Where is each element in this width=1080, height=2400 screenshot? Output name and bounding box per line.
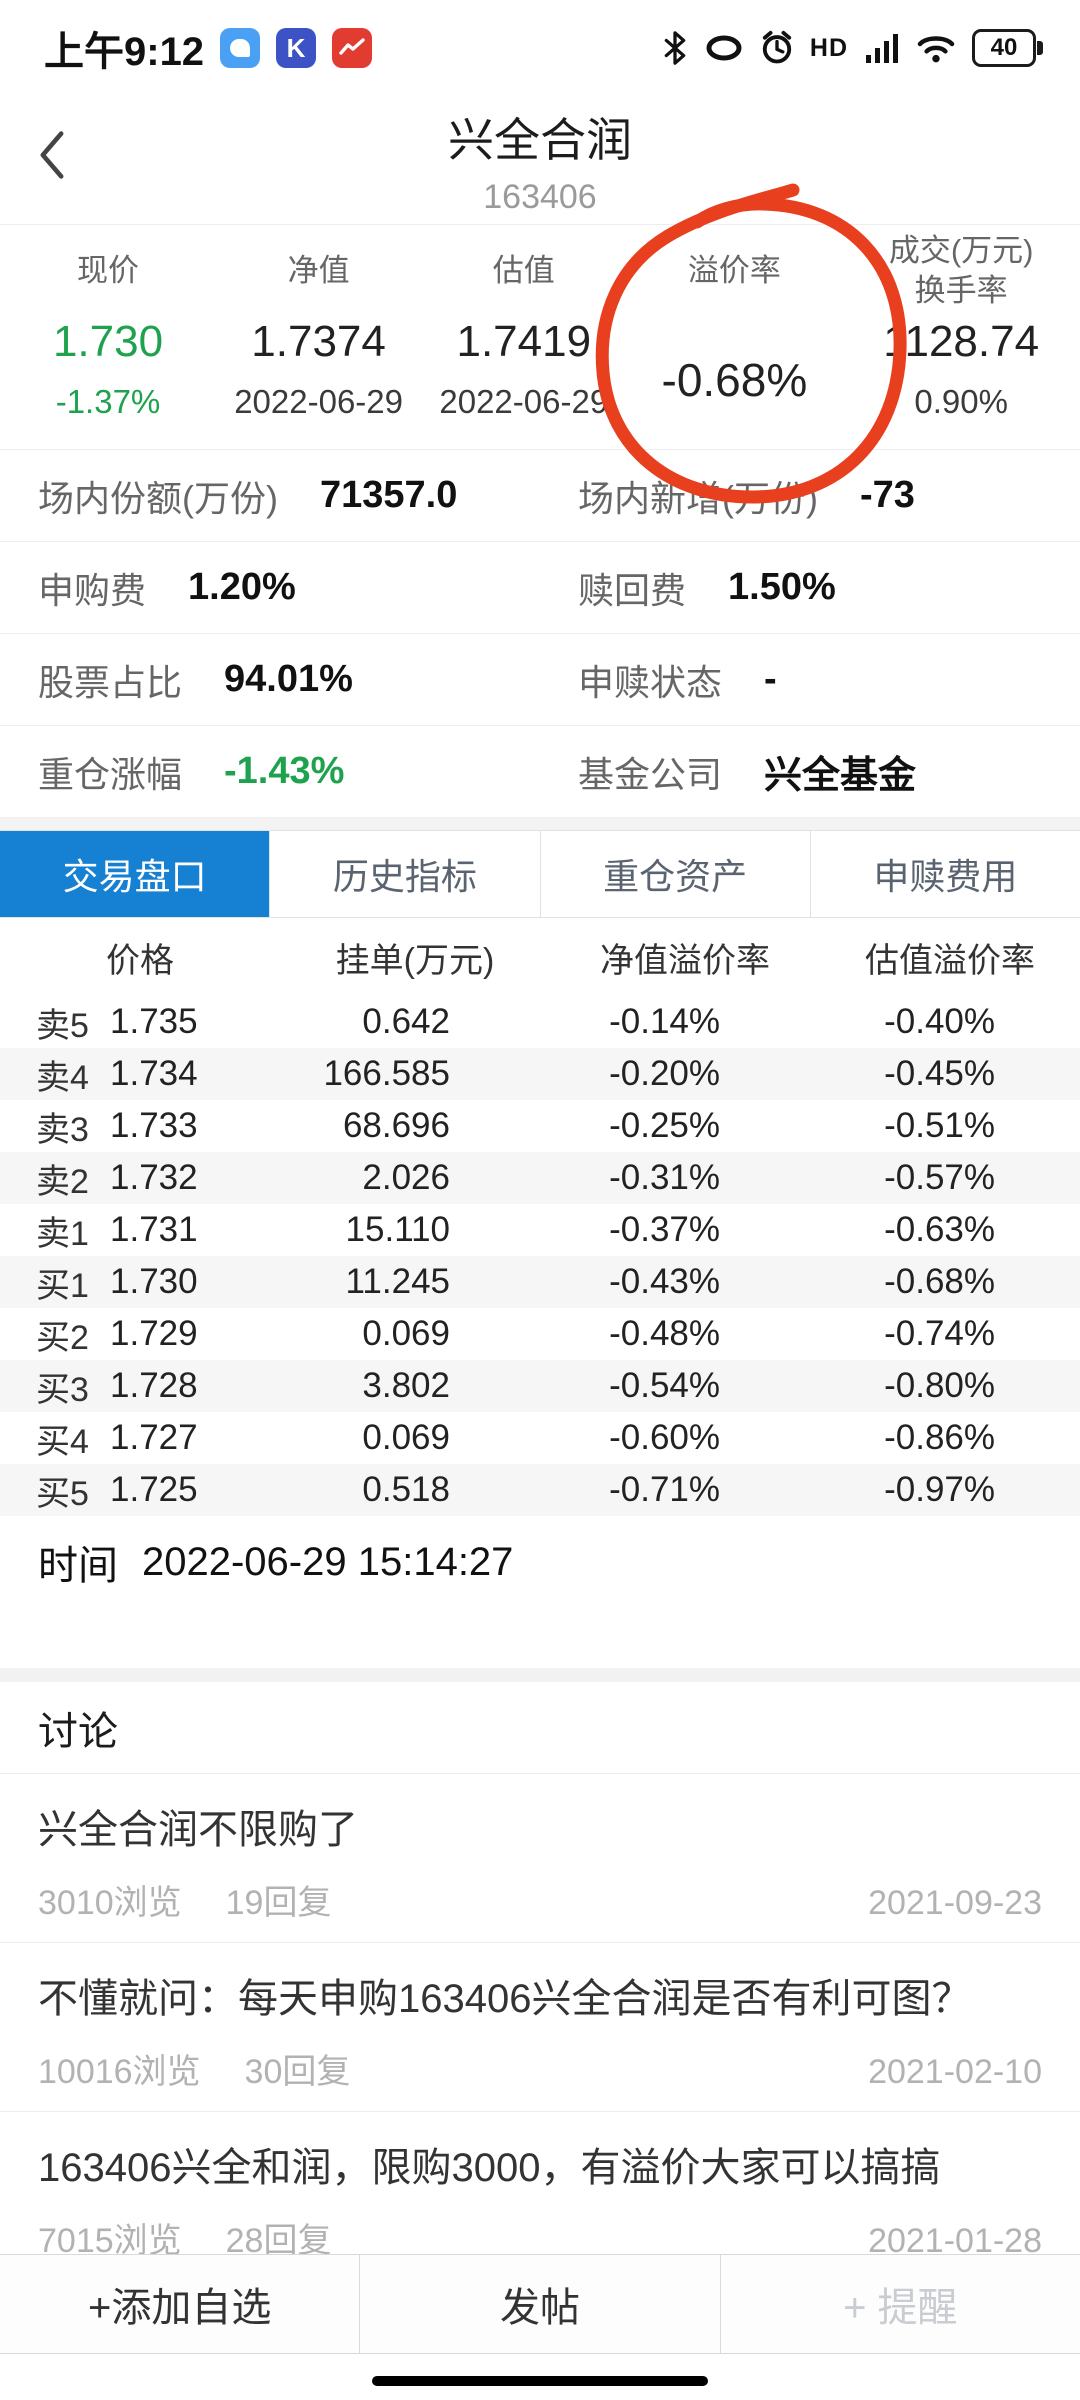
page-title: 兴全合润 bbox=[448, 114, 632, 166]
tab-bar: 交易盘口 历史指标 重仓资产 申赎费用 bbox=[0, 830, 1080, 918]
info-cell-shares: 场内份额(万份) 71357.0 bbox=[0, 450, 540, 542]
current-price-change: -1.37% bbox=[55, 383, 161, 420]
turnover-rate: 0.90% bbox=[914, 383, 1008, 420]
turnover-value: 1128.74 bbox=[883, 317, 1040, 366]
wifi-icon bbox=[916, 32, 956, 64]
tab-fees[interactable]: 申赎费用 bbox=[809, 831, 1080, 917]
create-post-button[interactable]: 发帖 bbox=[359, 2255, 720, 2353]
post-views: 3010浏览 bbox=[38, 1884, 182, 1922]
quote-time-row: 时间 2022-06-29 15:14:27 bbox=[0, 1516, 1080, 1608]
info-cell-stock-ratio: 股票占比 94.01% bbox=[0, 634, 540, 726]
label-current-price: 现价 bbox=[77, 253, 139, 288]
summary-col-current-price: 现价 1.730 -1.37% bbox=[0, 225, 216, 421]
back-button[interactable] bbox=[36, 120, 96, 190]
col-header-price: 价格 bbox=[106, 941, 174, 980]
label-turnover-line1: 成交(万元) bbox=[888, 233, 1034, 268]
order-book-row: 卖2 1.732 2.026 -0.31% -0.57% bbox=[0, 1152, 1080, 1204]
nav-header: 兴全合润 163406 bbox=[0, 96, 1080, 224]
post-views: 7015浏览 bbox=[38, 2222, 182, 2260]
time-label: 时间 bbox=[38, 1544, 118, 1588]
bluetooth-icon bbox=[662, 28, 688, 68]
post-replies: 30回复 bbox=[244, 2053, 351, 2091]
order-book-row: 买2 1.729 0.069 -0.48% -0.74% bbox=[36, 1314, 995, 1357]
summary-strip: 现价 1.730 -1.37% 净值 1.7374 2022-06-29 估值 … bbox=[0, 224, 1080, 450]
col-header-est-premium: 估值溢价率 bbox=[865, 941, 1035, 980]
info-cell-redemption-fee: 赎回费 1.50% bbox=[540, 542, 1080, 634]
info-cell-new-shares: 场内新增(万份) -73 bbox=[540, 450, 1080, 542]
order-book-row: 买5 1.725 0.518 -0.71% -0.97% bbox=[0, 1464, 1080, 1516]
post-replies: 19回复 bbox=[225, 1884, 332, 1922]
fund-info-grid: 场内份额(万份) 71357.0 场内新增(万份) -73 申购费 1.20% … bbox=[0, 450, 1080, 818]
order-book-row: 买4 1.727 0.069 -0.60% -0.86% bbox=[36, 1418, 995, 1461]
summary-col-estimate: 估值 1.7419 2022-06-29 bbox=[421, 225, 626, 421]
post-title[interactable]: 不懂就问：每天申购163406兴全合润是否有利可图？ bbox=[38, 1977, 972, 2021]
time-value: 2022-06-29 15:14:27 bbox=[142, 1539, 514, 1584]
premium-rate-value: -0.68% bbox=[661, 354, 808, 406]
summary-col-nav: 净值 1.7374 2022-06-29 bbox=[216, 225, 421, 421]
current-price-value: 1.730 bbox=[52, 317, 164, 366]
battery-icon: 40 bbox=[972, 29, 1043, 67]
nav-value: 1.7374 bbox=[251, 317, 386, 366]
label-estimate: 估值 bbox=[492, 253, 555, 288]
summary-col-turnover: 成交(万元) 换手率 1128.74 0.90% bbox=[842, 225, 1080, 421]
post-replies: 28回复 bbox=[225, 2222, 332, 2260]
col-header-nav-premium: 净值溢价率 bbox=[600, 941, 770, 980]
bottom-action-bar: +添加自选 发帖 + 提醒 bbox=[0, 2254, 1080, 2354]
tab-holdings[interactable]: 重仓资产 bbox=[539, 831, 810, 917]
add-watchlist-button[interactable]: +添加自选 bbox=[0, 2255, 360, 2353]
signal-strength-icon bbox=[864, 31, 900, 65]
label-nav: 净值 bbox=[287, 253, 350, 288]
media-pill-icon bbox=[704, 33, 744, 63]
discussion-heading: 讨论 bbox=[0, 1682, 1080, 1774]
set-reminder-button[interactable]: + 提醒 bbox=[719, 2255, 1080, 2353]
order-book-row: 买1 1.730 11.245 -0.43% -0.68% bbox=[0, 1256, 1080, 1308]
post-date: 2021-01-28 bbox=[868, 2222, 1042, 2260]
tab-history-indicators[interactable]: 历史指标 bbox=[269, 831, 540, 917]
info-cell-holdings-change: 重仓涨幅 -1.43% bbox=[0, 726, 540, 818]
order-book-row: 买3 1.728 3.802 -0.54% -0.80% bbox=[0, 1360, 1080, 1412]
alarm-clock-icon bbox=[760, 30, 794, 66]
stock-app-notification-icon bbox=[332, 28, 373, 68]
post-views: 10016浏览 bbox=[38, 2053, 201, 2091]
estimate-date: 2022-06-29 bbox=[439, 383, 609, 420]
tab-order-book[interactable]: 交易盘口 bbox=[0, 831, 270, 917]
post-title[interactable]: 163406兴全和润，限购3000，有溢价大家可以搞搞 bbox=[38, 2146, 941, 2190]
info-cell-fund-company: 基金公司 兴全基金 bbox=[540, 726, 1080, 818]
section-divider bbox=[0, 1668, 1080, 1682]
info-cell-subscription-fee: 申购费 1.20% bbox=[0, 542, 540, 634]
hd-indicator: HD bbox=[809, 33, 848, 62]
discussion-post[interactable]: 不懂就问：每天申购163406兴全合润是否有利可图？ 10016浏览 30回复 … bbox=[0, 1943, 1080, 2112]
section-divider bbox=[0, 818, 1080, 830]
post-title[interactable]: 兴全合润不限购了 bbox=[38, 1808, 358, 1852]
discussion-post[interactable]: 163406兴全和润，限购3000，有溢价大家可以搞搞 7015浏览 28回复 … bbox=[0, 2112, 1080, 2281]
status-bar: 上午9:12 K HD 40 bbox=[0, 0, 1080, 96]
fund-code: 163406 bbox=[483, 178, 597, 216]
col-header-amount: 挂单(万元) bbox=[335, 941, 495, 980]
summary-col-premium-rate: 溢价率 -0.68% bbox=[626, 225, 842, 421]
estimate-value: 1.7419 bbox=[456, 317, 592, 366]
order-book-header: 价格 挂单(万元) 净值溢价率 估值溢价率 bbox=[0, 918, 1080, 996]
order-book: 卖5 1.735 0.642 -0.14% -0.40% 卖4 1.734 166.585-… bbox=[0, 996, 1080, 1516]
order-book-row: 卖4 1.734 166.585 -0.20% -0.45% bbox=[0, 1048, 1080, 1100]
post-date: 2021-09-23 bbox=[868, 1884, 1042, 1922]
order-book-row: 卖1 1.731 15.110 -0.37% -0.63% bbox=[36, 1210, 995, 1253]
info-cell-subscription-status: 申赎状态 - bbox=[540, 634, 1080, 726]
nav-date: 2022-06-29 bbox=[234, 383, 403, 420]
home-indicator-handle[interactable] bbox=[372, 2376, 708, 2386]
discussion-post[interactable]: 兴全合润不限购了 3010浏览 19回复 2021-09-23 bbox=[0, 1774, 1080, 1943]
k-app-notification-icon: K bbox=[276, 28, 317, 68]
order-book-row: 卖3 1.733 68.696 -0.25% -0.51% bbox=[36, 1106, 995, 1149]
label-premium-rate: 溢价率 bbox=[687, 253, 781, 288]
chat-notification-icon bbox=[220, 28, 261, 68]
label-turnover-line2: 换手率 bbox=[914, 273, 1008, 308]
post-date: 2021-02-10 bbox=[868, 2053, 1042, 2091]
clock-time: 上午9:12 bbox=[44, 30, 205, 74]
order-book-row: 卖5 1.735 0.642 -0.14% -0.40% bbox=[36, 1002, 995, 1045]
